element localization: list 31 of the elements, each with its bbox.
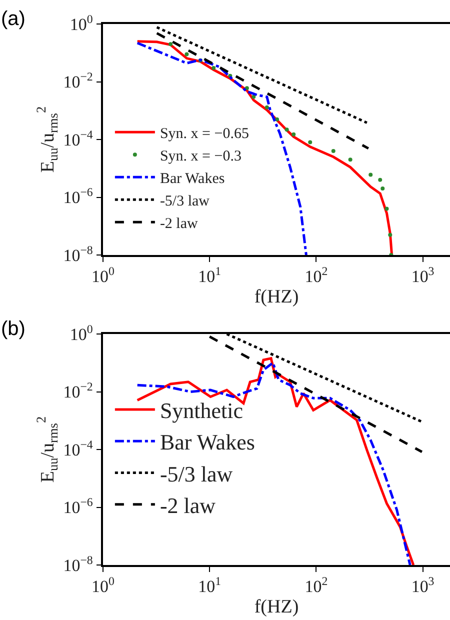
x-tick-label: 10$^{1}$ <box>198 264 222 286</box>
legend-label: Syn. x = −0.65 <box>160 126 249 142</box>
text: (b) <box>1 318 26 340</box>
legend-label: Syn. x = −0.3 <box>160 148 242 164</box>
x-tick-label: 10$^{0}$ <box>92 574 115 596</box>
y-tick-label: 10$^{0}$ <box>70 322 93 344</box>
x-tick-label: 10$^{2}$ <box>304 574 328 596</box>
legend-label: -2 law <box>160 216 198 232</box>
y-tick-label: 10$^{−6}$ <box>63 185 93 208</box>
x-tick-label: 10$^{1}$ <box>198 574 222 596</box>
y-tick-label: 10$^{−2}$ <box>63 380 93 402</box>
x-axis-title: f(HZ) <box>254 286 299 308</box>
y-tick-label: 10$^{−8}$ <box>63 552 93 575</box>
y-tick-label: 10$^{−4}$ <box>63 127 93 150</box>
y-tick-label: 10$^{0}$ <box>70 12 93 34</box>
y-tick-label: 10$^{−6}$ <box>63 495 93 518</box>
y-tick-label: 10$^{−8}$ <box>63 242 93 265</box>
x-tick-label: 10$^{3}$ <box>411 264 434 286</box>
legend-label: -2 law <box>160 492 216 518</box>
text: (a) <box>1 8 26 30</box>
legend-label: Bar Wakes <box>160 170 225 187</box>
x-tick-label: 10$^{3}$ <box>411 574 434 596</box>
legend-label: Synthetic <box>160 398 244 424</box>
legend-label: -5/3 law <box>160 461 233 486</box>
x-axis-title: f(HZ) <box>254 596 299 618</box>
legend-label: Bar Wakes <box>160 430 255 455</box>
y-tick-label: 10$^{−2}$ <box>63 70 93 92</box>
y-tick-label: 10$^{−4}$ <box>63 437 93 460</box>
x-tick-label: 10$^{0}$ <box>92 264 115 286</box>
x-tick-label: 10$^{2}$ <box>304 264 328 286</box>
legend-label: -5/3 law <box>160 193 210 210</box>
